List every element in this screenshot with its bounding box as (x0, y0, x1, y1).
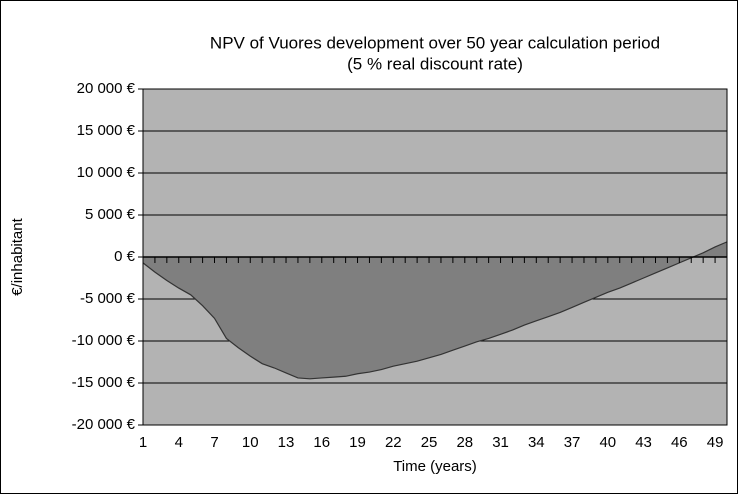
x-tick-label: 34 (528, 434, 545, 451)
area (143, 241, 727, 379)
x-tick-label: 49 (707, 434, 724, 451)
chart-title: NPV of Vuores development over 50 year c… (210, 33, 660, 52)
x-tick-label: 37 (564, 434, 581, 451)
y-tick-label: -5 000 € (80, 290, 136, 307)
x-tick-label: 19 (349, 434, 366, 451)
x-tick-label: 16 (313, 434, 330, 451)
x-tick-label: 4 (175, 434, 183, 451)
chart-subtitle: (5 % real discount rate) (347, 54, 523, 73)
y-tick-label: 5 000 € (85, 206, 136, 223)
y-tick-label: -15 000 € (72, 374, 136, 391)
x-tick-label: 31 (492, 434, 509, 451)
plot-border (142, 88, 728, 426)
x-tick-label: 43 (635, 434, 652, 451)
x-tick-label: 22 (385, 434, 402, 451)
x-tick-label: 46 (671, 434, 688, 451)
x-axis-label: Time (years) (393, 458, 477, 475)
y-axis-label: €/inhabitant (9, 217, 26, 295)
x-tick-label: 28 (456, 434, 473, 451)
y-tick-label: -20 000 € (72, 416, 136, 433)
x-tick-label: 13 (278, 434, 295, 451)
x-tick-label: 7 (210, 434, 218, 451)
x-tick-label: 1 (139, 434, 147, 451)
y-tick-label: 10 000 € (77, 164, 136, 181)
y-tick-label: 15 000 € (77, 122, 136, 139)
x-tick-label: 25 (421, 434, 438, 451)
y-tick-label: 20 000 € (77, 80, 136, 97)
area-line (142, 241, 728, 380)
x-tick-label: 40 (599, 434, 616, 451)
x-tick-label: 10 (242, 434, 259, 451)
y-tick-label: 0 € (114, 248, 136, 265)
y-tick-label: -10 000 € (72, 332, 136, 349)
